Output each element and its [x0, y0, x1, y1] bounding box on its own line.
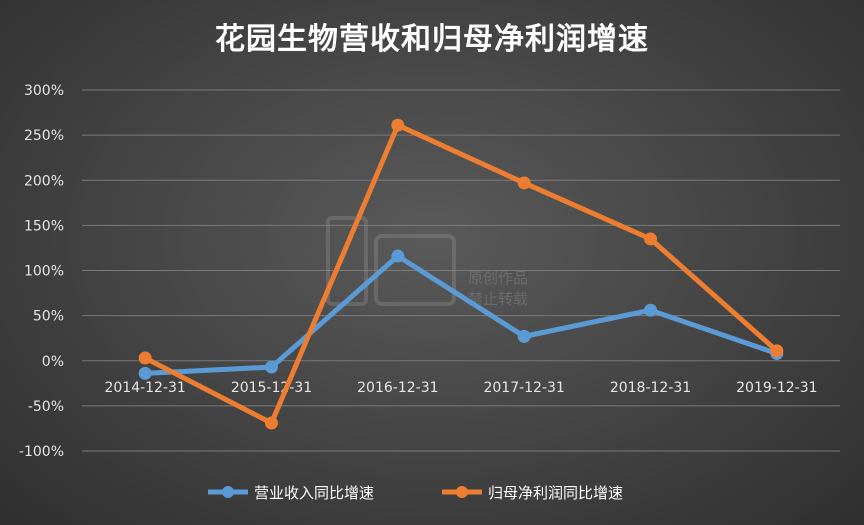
- x-tick-label: 2016-12-31: [357, 380, 438, 396]
- chart-title: 花园生物营收和归母净利润增速: [215, 22, 649, 57]
- y-tick-label: -50%: [28, 399, 64, 415]
- legend-marker: [222, 486, 234, 498]
- x-tick-label: 2015-12-31: [231, 380, 312, 396]
- data-point: [391, 118, 405, 132]
- data-point: [517, 329, 531, 343]
- y-tick-label: 0%: [42, 354, 64, 370]
- legend-label: 归母净利润同比增速: [488, 484, 623, 502]
- x-axis-ticks: 2014-12-31 2015-12-31 2016-12-31 2017-12-31…: [104, 380, 817, 396]
- data-point: [138, 366, 152, 380]
- y-tick-label: 150%: [24, 218, 64, 234]
- series-line-1: [145, 253, 778, 376]
- series-group: [138, 118, 784, 430]
- watermark-line2: 禁止转载: [468, 290, 528, 308]
- x-tick-label: 2017-12-31: [483, 380, 564, 396]
- data-point: [138, 351, 152, 365]
- x-tick-label: 2014-12-31: [104, 380, 185, 396]
- y-tick-label: 50%: [33, 309, 64, 325]
- watermark-line1: 原创作品: [468, 269, 528, 287]
- data-point: [644, 303, 657, 317]
- y-tick-label: 250%: [24, 128, 64, 144]
- data-point: [644, 232, 657, 246]
- series-line-2: [144, 122, 779, 426]
- x-tick-label: 2018-12-31: [610, 380, 691, 396]
- data-point: [265, 416, 278, 430]
- legend-label: 营业收入同比增速: [254, 484, 374, 502]
- watermark-logo: 原创作品 禁止转载: [326, 216, 528, 308]
- y-axis-ticks: 300% 250% 200% 150% 100% 50% 0% -50% -100%: [19, 83, 64, 460]
- data-point: [391, 249, 405, 263]
- data-point: [265, 360, 278, 374]
- x-tick-label: 2019-12-31: [736, 380, 817, 396]
- y-tick-label: -100%: [19, 444, 64, 460]
- legend-marker: [456, 486, 468, 498]
- legend: 营业收入同比增速 归母净利润同比增速: [208, 484, 623, 502]
- y-tick-label: 200%: [24, 173, 64, 189]
- data-point: [517, 176, 531, 190]
- y-tick-label: 300%: [24, 83, 64, 99]
- data-point: [770, 344, 784, 358]
- gridlines: [82, 89, 840, 452]
- y-tick-label: 100%: [24, 264, 64, 280]
